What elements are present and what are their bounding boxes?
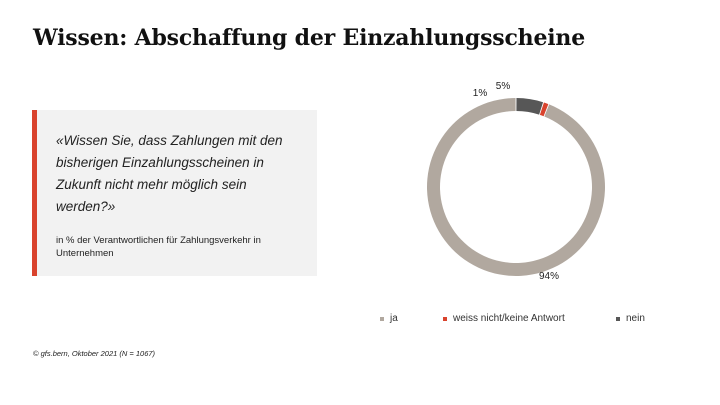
data-label-nein: 5% (496, 81, 511, 92)
legend-item-weiss-nicht: weiss nicht/keine Antwort (443, 313, 565, 324)
accent-bar (32, 110, 37, 276)
legend-item-ja: ja (380, 313, 398, 324)
donut-slice-weiss-nicht (539, 102, 549, 117)
legend-swatch-ja (380, 316, 384, 321)
legend-swatch-nein (616, 316, 620, 321)
legend-label-weiss-nicht: weiss nicht/keine Antwort (453, 313, 565, 324)
data-label-weiss-nicht: 1% (473, 88, 488, 99)
survey-question: «Wissen Sie, dass Zahlungen mit den bish… (56, 133, 283, 214)
donut-chart: 5% 1% 94% (427, 81, 605, 282)
data-label-ja: 94% (539, 271, 559, 282)
legend-label-nein: nein (626, 313, 645, 324)
question-box: «Wissen Sie, dass Zahlungen mit den bish… (32, 110, 317, 276)
legend-swatch-weiss-nicht (443, 316, 447, 321)
page-title: Wissen: Abschaffung der Einzahlungsschei… (33, 25, 585, 51)
legend-item-nein: nein (616, 313, 645, 324)
legend-label-ja: ja (390, 313, 398, 324)
donut-slice-ja (427, 98, 605, 276)
source-footnote: © gfs.bern, Oktober 2021 (N = 1067) (33, 349, 156, 358)
donut-slice-nein (516, 98, 544, 115)
chart-legend: ja weiss nicht/keine Antwort nein (380, 313, 680, 327)
survey-base-note: in % der Verantwortlichen für Zahlungsve… (56, 235, 261, 259)
